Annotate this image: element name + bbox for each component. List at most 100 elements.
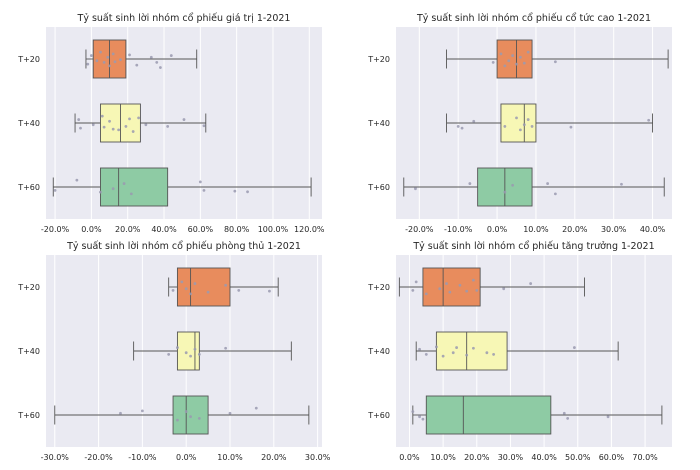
data-point bbox=[485, 351, 489, 355]
data-point bbox=[434, 345, 438, 349]
data-point bbox=[135, 63, 139, 67]
chart-title: Tỷ suất sinh lời nhóm cổ phiếu giá trị 1… bbox=[77, 13, 291, 24]
data-point bbox=[414, 187, 417, 191]
chart-high-dividend-stocks: -20.0% -10.0% 0.0% 10.0% 20.0% 30.0% 40.0% Tỷ s… bbox=[367, 13, 672, 234]
data-point bbox=[184, 410, 188, 413]
data-point bbox=[572, 346, 576, 349]
data-point bbox=[411, 410, 415, 413]
data-point bbox=[492, 353, 496, 356]
x-tick-label: 0.0% bbox=[487, 225, 508, 234]
data-point bbox=[155, 61, 159, 64]
data-point bbox=[169, 54, 173, 57]
data-point bbox=[233, 189, 237, 193]
x-tick-label: 20.0% bbox=[464, 453, 490, 462]
y-category-label: T+40 bbox=[367, 347, 390, 356]
data-point bbox=[117, 128, 121, 132]
x-tick-label: 30.0% bbox=[498, 453, 524, 462]
data-point bbox=[606, 415, 610, 419]
data-point bbox=[193, 282, 197, 285]
x-tick-label: 40.0% bbox=[151, 225, 177, 234]
y-category-label: T+20 bbox=[367, 283, 390, 292]
x-tick-label: 60.0% bbox=[599, 453, 625, 462]
data-point bbox=[465, 353, 469, 357]
chart-title: Tỷ suất sinh lời nhóm cổ phiếu phòng thủ… bbox=[66, 241, 301, 252]
x-tick-label: 0.0% bbox=[81, 225, 102, 234]
data-point bbox=[224, 346, 228, 350]
x-tick-label: 20.0% bbox=[115, 225, 141, 234]
data-point bbox=[119, 58, 122, 62]
data-point bbox=[424, 292, 428, 296]
data-point bbox=[202, 189, 206, 192]
data-point bbox=[526, 50, 530, 54]
y-category-label: T+20 bbox=[17, 55, 40, 64]
data-point bbox=[472, 119, 476, 123]
chart-title: Tỷ suất sinh lời nhóm cổ phiếu cổ tức ca… bbox=[416, 13, 651, 24]
x-tick-label: 10.0% bbox=[523, 225, 549, 234]
data-point bbox=[522, 61, 526, 65]
data-point bbox=[569, 125, 573, 129]
data-point bbox=[503, 125, 507, 128]
x-tick-label: -20.0% bbox=[41, 225, 70, 234]
data-point bbox=[167, 353, 171, 356]
data-point bbox=[553, 192, 557, 196]
data-point bbox=[529, 282, 533, 285]
x-tick-label: -30.0% bbox=[41, 453, 70, 462]
data-point bbox=[411, 289, 415, 292]
x-tick-label: 0.0% bbox=[399, 453, 420, 462]
data-point bbox=[499, 52, 503, 56]
x-tick-label: 10.0% bbox=[217, 453, 243, 462]
box-t60 bbox=[100, 167, 169, 207]
data-point bbox=[89, 54, 93, 57]
data-point bbox=[246, 190, 249, 194]
x-tick-label: -10.0% bbox=[444, 225, 473, 234]
data-point bbox=[620, 182, 623, 186]
data-point bbox=[137, 116, 141, 120]
box-t60 bbox=[172, 395, 209, 435]
x-tick-label: -20.0% bbox=[84, 453, 113, 462]
data-point bbox=[526, 118, 530, 121]
data-point bbox=[197, 417, 201, 420]
data-point bbox=[451, 351, 455, 355]
data-point bbox=[108, 64, 111, 68]
data-point bbox=[100, 114, 104, 118]
data-point bbox=[414, 280, 418, 284]
box-t40 bbox=[435, 331, 508, 371]
y-category-label: T+40 bbox=[367, 119, 390, 128]
data-point bbox=[468, 182, 472, 185]
data-point bbox=[458, 283, 462, 287]
data-point bbox=[193, 347, 197, 351]
data-point bbox=[438, 287, 442, 291]
data-point bbox=[99, 50, 102, 54]
data-point bbox=[530, 125, 534, 128]
data-point bbox=[189, 354, 192, 358]
box-t40 bbox=[176, 331, 200, 371]
x-tick-label: 100.0% bbox=[258, 225, 289, 234]
data-point bbox=[122, 182, 126, 185]
data-point bbox=[75, 178, 79, 182]
x-tick-label: 30.0% bbox=[305, 453, 331, 462]
data-point bbox=[562, 411, 566, 415]
data-point bbox=[79, 126, 82, 130]
data-point bbox=[491, 61, 495, 64]
data-point bbox=[171, 289, 175, 292]
y-category-label: T+60 bbox=[17, 183, 40, 192]
chart-value-stocks: -20.0% 0.0% 20.0% 40.0% 60.0% 80.0% 100.0% 120.… bbox=[17, 13, 325, 234]
data-point bbox=[418, 347, 421, 351]
x-tick-label: 20.0% bbox=[261, 453, 287, 462]
data-point bbox=[102, 61, 106, 64]
data-point bbox=[421, 417, 425, 421]
data-point bbox=[522, 123, 526, 127]
data-point bbox=[184, 351, 188, 355]
y-category-label: T+60 bbox=[367, 183, 390, 192]
data-point bbox=[197, 353, 201, 356]
data-point bbox=[108, 119, 111, 123]
data-point bbox=[128, 117, 131, 121]
data-point bbox=[91, 123, 95, 127]
data-point bbox=[511, 183, 515, 187]
data-point bbox=[189, 415, 192, 419]
data-point bbox=[102, 125, 106, 129]
data-point bbox=[182, 118, 186, 121]
x-tick-label: 120.0% bbox=[294, 225, 325, 234]
data-point bbox=[202, 124, 206, 128]
